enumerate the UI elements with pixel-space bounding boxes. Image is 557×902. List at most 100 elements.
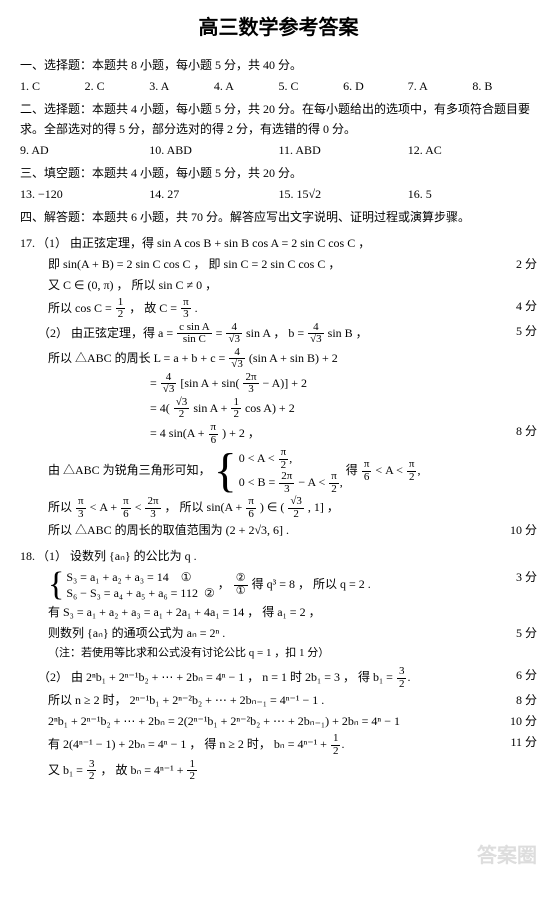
page-title: 高三数学参考答案	[20, 12, 537, 44]
frac: π2	[407, 459, 417, 483]
ans-11: 11. ABD	[279, 141, 408, 160]
score-2: 2 分	[516, 255, 537, 274]
q17: 17. （1） 由正弦定理，得 sin A cos B + sin B cos …	[20, 234, 537, 542]
txt: .	[195, 300, 198, 314]
ans-16: 16. 5	[408, 185, 537, 204]
txt: sin A ， b =	[246, 325, 307, 339]
frac-csinA: c sin Asin C	[177, 322, 212, 346]
txt: 0 < A <	[239, 451, 278, 465]
q17-p2-l3: = 4√3 [sin A + sin( 2π3 − A)] + 2	[150, 372, 537, 396]
watermark: 答案圈	[477, 840, 537, 872]
q18-p2-l2: 所以 n ≥ 2 时， 2ⁿ⁻¹b₁ + 2ⁿ⁻²b₂ + ⋯ + 2bₙ₋₁ …	[48, 691, 516, 710]
frac-half: 12	[116, 297, 126, 321]
q17-p2-l6: 由 △ABC 为锐角三角形可知， { 0 < A < π2, 0 < B = 2…	[48, 447, 537, 495]
ans-10: 10. ABD	[149, 141, 278, 160]
ans-12: 12. AC	[408, 141, 537, 160]
txt: ) ∈ (	[260, 500, 284, 514]
frac-4sqrt3b: 4√3	[308, 322, 324, 346]
txt: sin A +	[193, 401, 230, 415]
txt: = 4(	[150, 401, 170, 415]
q18-p2-l5: 又 b₁ = 32 ， 故 bₙ = 4ⁿ⁻¹ + 12	[48, 759, 537, 783]
txt: <	[135, 500, 145, 514]
txt: =	[150, 376, 160, 390]
frac-4sqrt3: 4√3	[226, 322, 242, 346]
q17-num: 17.	[20, 234, 37, 253]
q18-p2-l4: 有 2(4ⁿ⁻¹ − 1) + 2bₙ = 4ⁿ − 1 ， 得 n ≥ 2 时…	[48, 733, 510, 757]
txt: − A)] + 2	[263, 376, 308, 390]
frac: 32	[397, 666, 407, 690]
q17-p1-l4: 所以 cos C = 12 ， 故 C = π3 .	[48, 297, 516, 321]
ans-8: 8. B	[472, 77, 537, 96]
txt: = 4 sin(A +	[150, 426, 208, 440]
section1-head: 一、选择题：本题共 8 小题，每小题 5 分，共 40 分。	[20, 56, 537, 75]
frac-ratio: ②①	[234, 573, 248, 597]
q17-p2-l4: = 4( √32 sin A + 12 cos A) + 2	[150, 397, 537, 421]
q18-p1-l4: 则数列 {aₙ} 的通项公式为 aₙ = 2ⁿ .	[48, 624, 516, 643]
section2-answers: 9. AD 10. ABD 11. ABD 12. AC	[20, 141, 537, 160]
section1-answers: 1. C 2. C 3. A 4. A 5. C 6. D 7. A 8. B	[20, 77, 537, 96]
frac: π2	[329, 471, 339, 495]
txt: (sin A + sin B) + 2	[249, 350, 338, 364]
frac: 4√3	[161, 372, 177, 396]
frac: 2π3	[145, 496, 160, 520]
q17-p2-l5: = 4 sin(A + π6 ) + 2 ，	[150, 422, 516, 446]
score-11: 11 分	[510, 733, 537, 752]
txt: （2） 由 2ⁿb₁ + 2ⁿ⁻¹b₂ + ⋯ + 2bₙ = 4ⁿ − 1 ，…	[38, 670, 396, 684]
frac: π3	[76, 496, 86, 520]
ans-2: 2. C	[85, 77, 150, 96]
ans-9: 9. AD	[20, 141, 149, 160]
txt: < A <	[375, 463, 406, 477]
txt: 所以	[48, 500, 75, 514]
frac: √32	[288, 496, 304, 520]
frac: 4√3	[229, 347, 245, 371]
q18-p2-l1: （2） 由 2ⁿb₁ + 2ⁿ⁻¹b₂ + ⋯ + 2bₙ = 4ⁿ − 1 ，…	[38, 666, 516, 690]
txt: S₃ = a₁ + a₂ + a₃ = 14	[66, 570, 168, 584]
brace-icon: {	[48, 568, 64, 602]
q17-p2-l2: 所以 △ABC 的周长 L = a + b + c = 4√3 (sin A +…	[48, 347, 537, 371]
txt: 所以 △ABC 的周长 L = a + b + c =	[48, 350, 228, 364]
frac: 12	[231, 397, 241, 421]
q18-num: 18.	[20, 547, 37, 566]
ans-7: 7. A	[408, 77, 473, 96]
section4-head: 四、解答题：本题共 6 小题，共 70 分。解答应写出文字说明、证明过程或演算步…	[20, 208, 537, 227]
frac: 32	[87, 759, 97, 783]
frac: π6	[362, 459, 372, 483]
txt: ， 故 bₙ = 4ⁿ⁻¹ +	[100, 762, 186, 776]
q17-p2-l7: 所以 π3 < A + π6 < 2π3 ， 所以 sin(A + π6 ) ∈…	[48, 496, 537, 520]
txt: （2） 由正弦定理，得 a =	[38, 325, 176, 339]
txt: 又 b₁ =	[48, 762, 86, 776]
score-6: 6 分	[516, 666, 537, 685]
score-8: 8 分	[516, 422, 537, 441]
txt: ) + 2 ，	[222, 426, 260, 440]
frac: 2π3	[243, 372, 258, 396]
section3-answers: 13. −120 14. 27 15. 15√2 16. 5	[20, 185, 537, 204]
ans-3: 3. A	[149, 77, 214, 96]
circled-2: ②	[204, 586, 215, 600]
score-3: 3 分	[516, 568, 537, 587]
txt: ，	[218, 577, 233, 591]
section2-head: 二、选择题：本题共 4 小题，每小题 5 分，共 20 分。在每小题给出的选项中…	[20, 100, 537, 138]
q18-p1-l5: （注：若使用等比求和公式没有讨论公比 q = 1 ，扣 1 分）	[48, 645, 537, 663]
score-10: 10 分	[510, 521, 537, 540]
txt: 所以 cos C =	[48, 300, 115, 314]
ans-6: 6. D	[343, 77, 408, 96]
q17-p2-l8: 所以 △ABC 的周长的取值范围为 (2 + 2√3, 6] .	[48, 521, 510, 540]
score-5: 5 分	[516, 322, 537, 341]
ans-5: 5. C	[279, 77, 344, 96]
q17-p1-l2: 即 sin(A + B) = 2 sin C cos C ， 即 sin C =…	[48, 255, 516, 274]
q18: 18. （1） 设数列 {aₙ} 的公比为 q . { S₃ = a₁ + a₂…	[20, 547, 537, 782]
score-4: 4 分	[516, 297, 537, 316]
txt: cos A) + 2	[245, 401, 295, 415]
txt: 得	[346, 463, 361, 477]
txt: ， 故 C =	[129, 300, 180, 314]
frac: 12	[331, 733, 341, 757]
frac: 2π3	[279, 471, 294, 495]
txt: ， 所以 sin(A +	[165, 500, 246, 514]
ans-13: 13. −120	[20, 185, 149, 204]
score-8b: 8 分	[516, 691, 537, 710]
frac: π2	[279, 447, 289, 471]
txt: [sin A + sin(	[180, 376, 239, 390]
frac: π6	[121, 496, 131, 520]
q18-p2-l3: 2ⁿb₁ + 2ⁿ⁻¹b₂ + ⋯ + 2bₙ = 2(2ⁿ⁻¹b₁ + 2ⁿ⁻…	[48, 712, 510, 731]
ans-4: 4. A	[214, 77, 279, 96]
